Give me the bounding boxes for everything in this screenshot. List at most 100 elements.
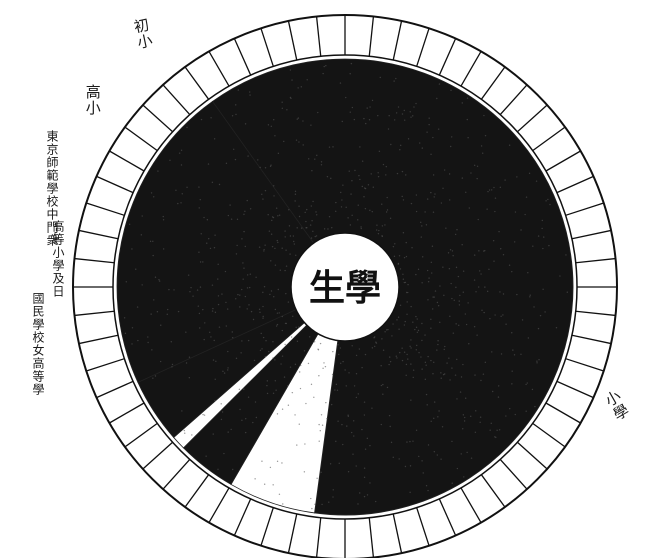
speckle: [491, 351, 493, 353]
speckle: [415, 210, 418, 213]
speckle: [387, 128, 390, 130]
speckle: [237, 89, 240, 91]
speckle: [243, 267, 245, 269]
speckle: [403, 351, 406, 353]
speckle: [285, 249, 287, 251]
speckle: [141, 215, 143, 217]
speckle: [378, 229, 380, 232]
speckle: [311, 507, 313, 510]
speckle: [405, 374, 407, 377]
speckle: [421, 322, 423, 325]
speckle: [386, 196, 388, 199]
speckle: [409, 465, 412, 467]
ring-tick: [575, 257, 616, 264]
speckle: [433, 196, 435, 198]
ring-tick: [438, 38, 457, 76]
speckle: [430, 153, 432, 156]
speckle: [235, 357, 238, 360]
speckle: [332, 350, 334, 353]
speckle: [246, 308, 248, 310]
ring-tick: [460, 487, 482, 523]
speckle: [342, 184, 344, 186]
speckle: [425, 485, 428, 487]
speckle: [455, 286, 457, 289]
speckle: [320, 414, 323, 416]
speckle: [243, 388, 245, 390]
speckle: [258, 246, 261, 248]
speckle: [332, 496, 334, 498]
speckle: [298, 141, 300, 143]
speckle: [480, 273, 482, 275]
speckle: [274, 359, 276, 361]
speckle: [524, 213, 526, 216]
ring-tick: [86, 202, 125, 216]
speckle: [226, 308, 229, 310]
speckle: [410, 202, 413, 205]
speckle: [420, 221, 422, 224]
speckle: [484, 286, 486, 288]
speckle: [371, 407, 373, 409]
speckle: [294, 190, 297, 193]
speckle: [454, 374, 457, 376]
speckle: [239, 294, 241, 296]
speckle: [504, 179, 506, 181]
speckle: [462, 428, 464, 430]
speckle: [478, 250, 480, 252]
speckle: [531, 388, 534, 391]
speckle: [264, 244, 266, 246]
speckle: [238, 388, 241, 391]
speckle: [389, 356, 391, 358]
speckle: [302, 144, 304, 146]
speckle: [271, 219, 273, 222]
speckle: [337, 420, 339, 422]
speckle: [315, 211, 317, 213]
speckle: [269, 165, 272, 168]
speckle: [357, 204, 359, 206]
speckle: [426, 198, 429, 200]
speckle: [470, 457, 473, 459]
speckle: [316, 154, 318, 157]
speckle: [473, 164, 476, 167]
speckle: [322, 72, 324, 75]
speckle: [361, 160, 364, 162]
speckle: [243, 213, 245, 216]
speckle: [147, 336, 149, 338]
speckle: [525, 383, 527, 386]
speckle: [204, 322, 206, 324]
speckle: [263, 250, 265, 252]
speckle: [377, 114, 379, 117]
speckle: [541, 227, 543, 230]
ring-tick: [565, 202, 604, 216]
speckle: [314, 235, 316, 238]
speckle: [277, 241, 279, 244]
speckle: [437, 340, 439, 342]
ring-tick: [162, 84, 191, 116]
ring-tick: [392, 513, 403, 554]
speckle: [433, 296, 435, 298]
speckle: [272, 392, 275, 395]
speckle: [302, 120, 304, 122]
speckle: [399, 268, 402, 270]
speckle: [483, 311, 485, 314]
speckle: [272, 357, 274, 359]
speckle: [255, 276, 257, 278]
speckle: [449, 249, 452, 251]
speckle: [152, 240, 154, 243]
speckle: [380, 384, 383, 387]
speckle: [439, 285, 441, 287]
speckle: [381, 203, 383, 205]
speckle: [449, 315, 451, 317]
speckle: [244, 123, 247, 125]
speckle: [217, 303, 220, 306]
ring-tick: [124, 126, 158, 152]
speckle: [300, 227, 303, 229]
speckle: [438, 83, 441, 85]
speckle: [442, 373, 445, 376]
speckle: [160, 324, 162, 326]
speckle: [479, 421, 481, 424]
speckle: [277, 215, 279, 217]
speckle: [494, 314, 496, 316]
speckle: [357, 393, 359, 395]
speckle: [158, 280, 161, 282]
speckle: [502, 253, 505, 256]
